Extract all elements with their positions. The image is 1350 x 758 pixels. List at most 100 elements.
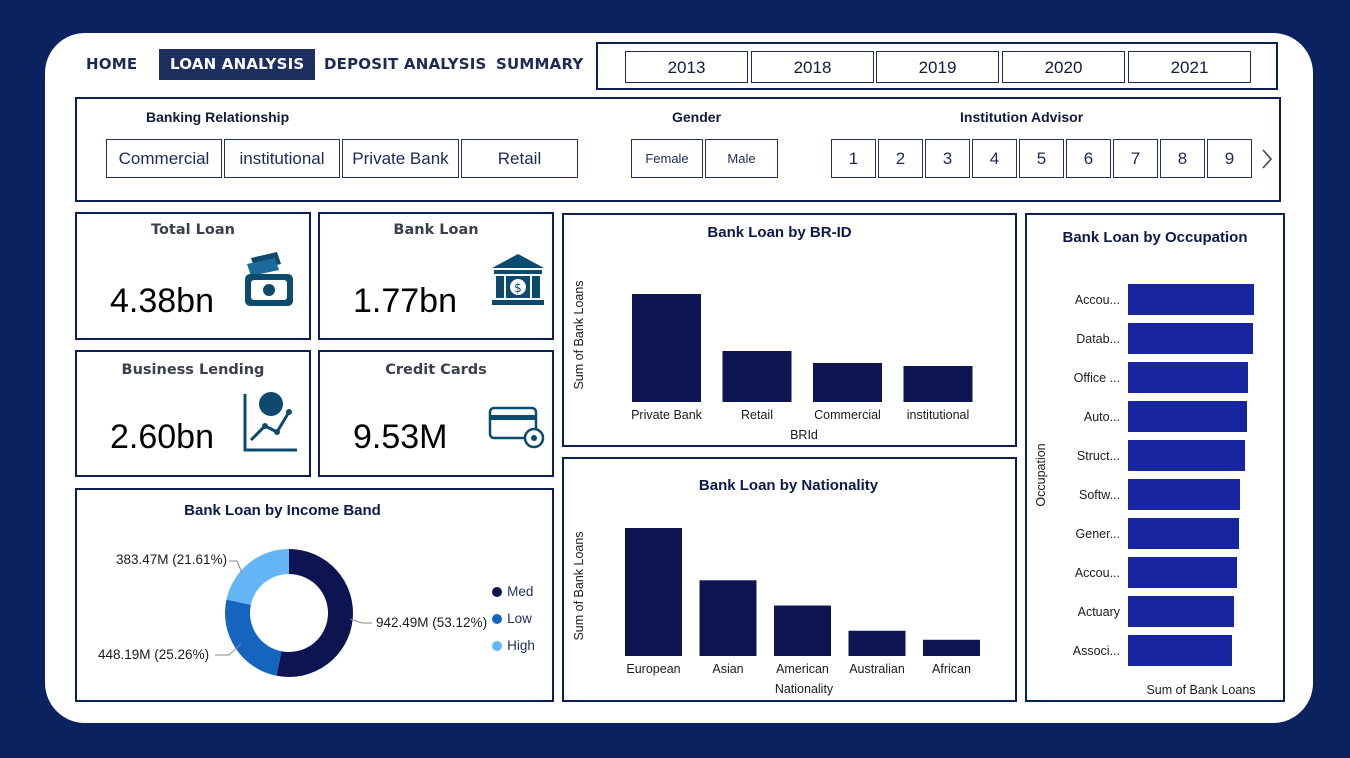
- income-band-panel: Bank Loan by Income Band 383.47M (21.61%…: [75, 488, 554, 702]
- bar: [923, 639, 980, 656]
- gender-option-female[interactable]: Female: [631, 139, 703, 178]
- advisor-option[interactable]: 5: [1019, 139, 1064, 178]
- y-tick-label: Datab...: [1076, 332, 1120, 346]
- chart-title: Bank Loan by Occupation: [1062, 229, 1248, 246]
- gender-label: Gender: [672, 109, 722, 125]
- y-axis-label: Sum of Bank Loans: [572, 531, 586, 640]
- data-label-low: 448.19M (25.26%): [98, 647, 210, 662]
- x-tick-label: Asian: [712, 662, 743, 676]
- bar: [848, 630, 906, 656]
- y-tick-label: Softw...: [1079, 488, 1120, 502]
- bar: [1128, 362, 1248, 393]
- growth-chart-icon: [243, 392, 297, 452]
- advisor-option[interactable]: 3: [925, 139, 970, 178]
- legend-item: Low: [492, 608, 532, 627]
- y-tick-label: Auto...: [1084, 410, 1120, 424]
- advisor-option[interactable]: 4: [972, 139, 1017, 178]
- bar: [1128, 284, 1254, 315]
- data-label-high: 383.47M (21.61%): [116, 552, 228, 567]
- legend-label: High: [507, 638, 535, 653]
- year-option[interactable]: 2013: [625, 51, 748, 83]
- occupation-bar-chart: Accou... Datab... Office ... Auto... Struct.…: [1034, 284, 1256, 697]
- legend-label: Low: [507, 611, 532, 626]
- nav-summary[interactable]: SUMMARY: [496, 55, 584, 73]
- income-band-donut: [215, 549, 372, 677]
- x-tick-label: Commercial: [814, 408, 881, 422]
- kpi-value: 1.77bn: [353, 282, 457, 320]
- kpi-value: 2.60bn: [110, 418, 214, 456]
- kpi-title: Total Loan: [151, 222, 235, 238]
- chevron-right-icon[interactable]: [1260, 148, 1274, 170]
- bank-icon: $: [492, 254, 544, 305]
- institution-advisor-label: Institution Advisor: [960, 109, 1084, 125]
- svg-text:$: $: [514, 281, 522, 295]
- bar: [813, 363, 882, 402]
- brid-bar-chart: Private Bank Retail Commercial institutiona…: [572, 280, 973, 442]
- advisor-option[interactable]: 2: [878, 139, 923, 178]
- y-axis-label: Occupation: [1034, 443, 1048, 506]
- y-axis-label: Sum of Bank Loans: [572, 280, 586, 389]
- kpi-bank-loan: Bank Loan 1.77bn $: [318, 212, 554, 340]
- x-tick-label: Australian: [849, 662, 905, 676]
- legend-item: Med: [492, 581, 533, 600]
- x-tick-label: African: [932, 662, 971, 676]
- y-tick-label: Gener...: [1076, 527, 1120, 541]
- legend-swatch: [492, 613, 502, 624]
- leader-line: [349, 618, 372, 624]
- x-axis-label: BRId: [790, 428, 818, 442]
- donut-slice: [225, 599, 282, 676]
- banking-relationship-option[interactable]: Commercial: [106, 139, 222, 178]
- year-option[interactable]: 2019: [876, 51, 999, 83]
- banking-relationship-option[interactable]: Retail: [461, 139, 578, 178]
- donut-slice: [276, 549, 353, 677]
- year-option[interactable]: 2021: [1128, 51, 1251, 83]
- advisor-option[interactable]: 7: [1113, 139, 1158, 178]
- bar: [903, 366, 973, 402]
- data-label-med: 942.49M (53.12%): [376, 615, 488, 630]
- banking-relationship-label: Banking Relationship: [146, 109, 290, 125]
- advisor-option[interactable]: 9: [1207, 139, 1252, 178]
- y-tick-label: Associ...: [1073, 644, 1120, 658]
- advisor-option[interactable]: 1: [831, 139, 876, 178]
- leader-line: [215, 643, 242, 656]
- nav-deposit-analysis[interactable]: DEPOSIT ANALYSIS: [324, 55, 487, 73]
- bar: [1128, 518, 1239, 549]
- x-tick-label: European: [626, 662, 680, 676]
- banking-relationship-option[interactable]: institutional: [224, 139, 340, 178]
- bar: [625, 528, 682, 656]
- bar: [1128, 635, 1232, 666]
- credit-card-icon: [488, 406, 545, 449]
- brid-chart-panel: Bank Loan by BR-ID Private Bank Retail Com…: [562, 213, 1017, 447]
- x-tick-label: Private Bank: [631, 408, 703, 422]
- advisor-option[interactable]: 8: [1160, 139, 1205, 178]
- donut-slice: [226, 549, 289, 605]
- year-option[interactable]: 2018: [751, 51, 874, 83]
- money-hand-icon: [245, 252, 293, 306]
- bar: [1128, 401, 1247, 432]
- x-axis-label: Sum of Bank Loans: [1146, 683, 1255, 697]
- bar: [1128, 596, 1234, 627]
- occupation-chart-panel: Bank Loan by Occupation Accou... Datab...…: [1025, 213, 1285, 702]
- bar: [632, 294, 701, 402]
- y-tick-label: Office ...: [1074, 371, 1120, 385]
- advisor-option[interactable]: 6: [1066, 139, 1111, 178]
- bar: [1128, 479, 1240, 510]
- x-tick-label: institutional: [907, 408, 970, 422]
- year-slicer: [596, 42, 1278, 90]
- bar: [774, 605, 831, 656]
- kpi-title: Bank Loan: [393, 222, 479, 238]
- bar: [1128, 323, 1253, 354]
- bar: [699, 580, 757, 656]
- nav-loan-analysis[interactable]: LOAN ANALYSIS: [159, 49, 316, 80]
- banking-relationship-option[interactable]: Private Bank: [342, 139, 459, 178]
- legend-swatch: [492, 640, 502, 651]
- year-option[interactable]: 2020: [1002, 51, 1125, 83]
- nav-home[interactable]: HOME: [86, 55, 138, 73]
- kpi-value: 9.53M: [353, 418, 448, 456]
- legend-item: High: [492, 635, 535, 654]
- kpi-title: Credit Cards: [385, 362, 487, 378]
- bar: [1128, 557, 1237, 588]
- gender-option-male[interactable]: Male: [705, 139, 778, 178]
- chart-title: Bank Loan by Nationality: [698, 477, 879, 494]
- x-tick-label: American: [776, 662, 829, 676]
